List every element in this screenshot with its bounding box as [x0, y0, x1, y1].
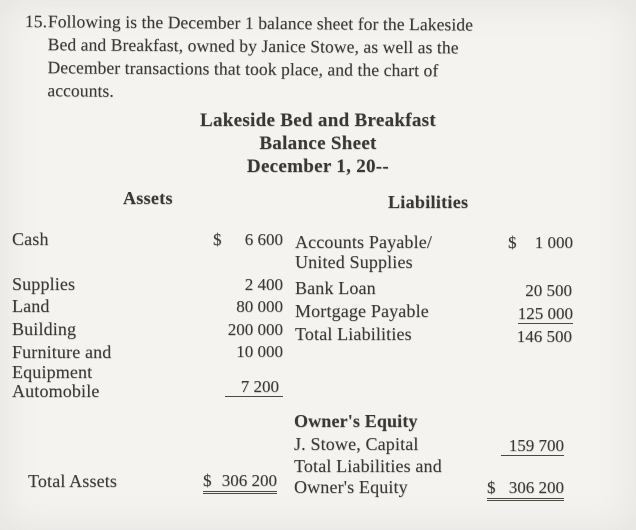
asset-amount-building-value: 200 000 — [227, 320, 283, 339]
asset-label-furniture-line-1: Furniture and — [12, 342, 112, 362]
statement-date: December 1, 20-- — [246, 156, 390, 177]
total-liabilities-equity-amount-value: 306 200 — [508, 478, 564, 497]
asset-label-building: Building — [12, 319, 77, 339]
liability-amount-bank-loan-value: 20 500 — [525, 281, 572, 300]
liability-amount-mortgage-payable-value: 125 000 — [517, 304, 573, 324]
total-assets-amount-value: 306 200 — [221, 471, 277, 490]
asset-amount-furniture-value: 10 000 — [236, 342, 283, 361]
owners-equity-section-heading: Owner's Equity — [294, 411, 418, 431]
assets-section-heading: Assets — [123, 188, 173, 208]
equity-amount-capital-value: 159 700 — [500, 436, 564, 456]
liability-label-accounts-payable-line-2: United Supplies — [295, 252, 413, 272]
total-assets-label: Total Assets — [28, 471, 118, 491]
asset-amount-automobile-value: 7 200 — [224, 377, 283, 397]
liability-amount-total-liabilities: 146 500 — [500, 327, 572, 346]
asset-amount-furniture: 10 000 — [213, 342, 297, 361]
asset-label-cash: Cash — [12, 229, 49, 249]
asset-label-supplies: Supplies — [12, 274, 76, 294]
asset-amount-cash: $ 6 600 — [213, 230, 283, 249]
problem-number: 15. — [24, 10, 48, 32]
equity-label-total-line-1: Total Liabilities and — [294, 456, 442, 476]
liability-label-mortgage-payable: Mortgage Payable — [295, 301, 429, 321]
problem-item: 15. Following is the December 1 balance … — [24, 10, 473, 106]
equity-amount-capital: 159 700 — [498, 436, 564, 456]
liability-amount-accounts-payable: $ 1 000 — [508, 233, 573, 252]
asset-amount-supplies: 2 400 — [213, 275, 283, 294]
liability-label-total-liabilities: Total Liabilities — [295, 324, 412, 344]
equity-label-total-line-2: Owner's Equity — [294, 477, 408, 497]
asset-amount-cash-value: 6 600 — [244, 230, 283, 249]
asset-amount-building: 200 000 — [213, 320, 283, 339]
statement-title: Balance Sheet — [259, 133, 377, 154]
asset-amount-land-value: 80 000 — [236, 297, 283, 316]
problem-text: Following is the December 1 balance shee… — [47, 10, 473, 105]
asset-amount-land: 80 000 — [213, 297, 283, 316]
asset-label-land: Land — [12, 296, 50, 316]
problem-text-line-3: December transactions that took place, a… — [47, 57, 439, 81]
problem-text-line-4: accounts. — [47, 80, 114, 101]
total-assets-amount: $ 306 200 — [203, 471, 277, 494]
asset-label-furniture-line-2: Equipment — [12, 362, 93, 382]
asset-amount-automobile: 7 200 — [213, 377, 286, 397]
total-liabilities-equity-amount: $ 306 200 — [487, 478, 564, 501]
dollar-sign: $ — [487, 478, 496, 497]
dollar-sign: $ — [508, 233, 517, 252]
dollar-sign: $ — [203, 471, 212, 490]
liability-amount-bank-loan: 20 500 — [500, 281, 572, 300]
equity-label-capital: J. Stowe, Capital — [294, 434, 419, 454]
liability-amount-total-liabilities-value: 146 500 — [516, 327, 572, 346]
statement-company: Lakeside Bed and Breakfast — [199, 110, 436, 131]
statement-header: Lakeside Bed and Breakfast Balance Sheet… — [0, 109, 636, 178]
liabilities-section-heading: Liabilities — [388, 192, 469, 212]
dollar-sign: $ — [213, 230, 222, 249]
liability-label-accounts-payable-line-1: Accounts Payable/ — [295, 232, 433, 252]
asset-label-automobile: Automobile — [12, 381, 100, 401]
liability-amount-mortgage-payable: 125 000 — [500, 304, 573, 324]
problem-text-line-1: Following is the December 1 balance shee… — [47, 11, 474, 35]
problem-text-line-2: Bed and Breakfast, owned by Janice Stowe… — [47, 34, 459, 58]
asset-amount-supplies-value: 2 400 — [244, 275, 283, 294]
liability-amount-accounts-payable-value: 1 000 — [534, 233, 573, 252]
liability-label-bank-loan: Bank Loan — [295, 278, 376, 298]
